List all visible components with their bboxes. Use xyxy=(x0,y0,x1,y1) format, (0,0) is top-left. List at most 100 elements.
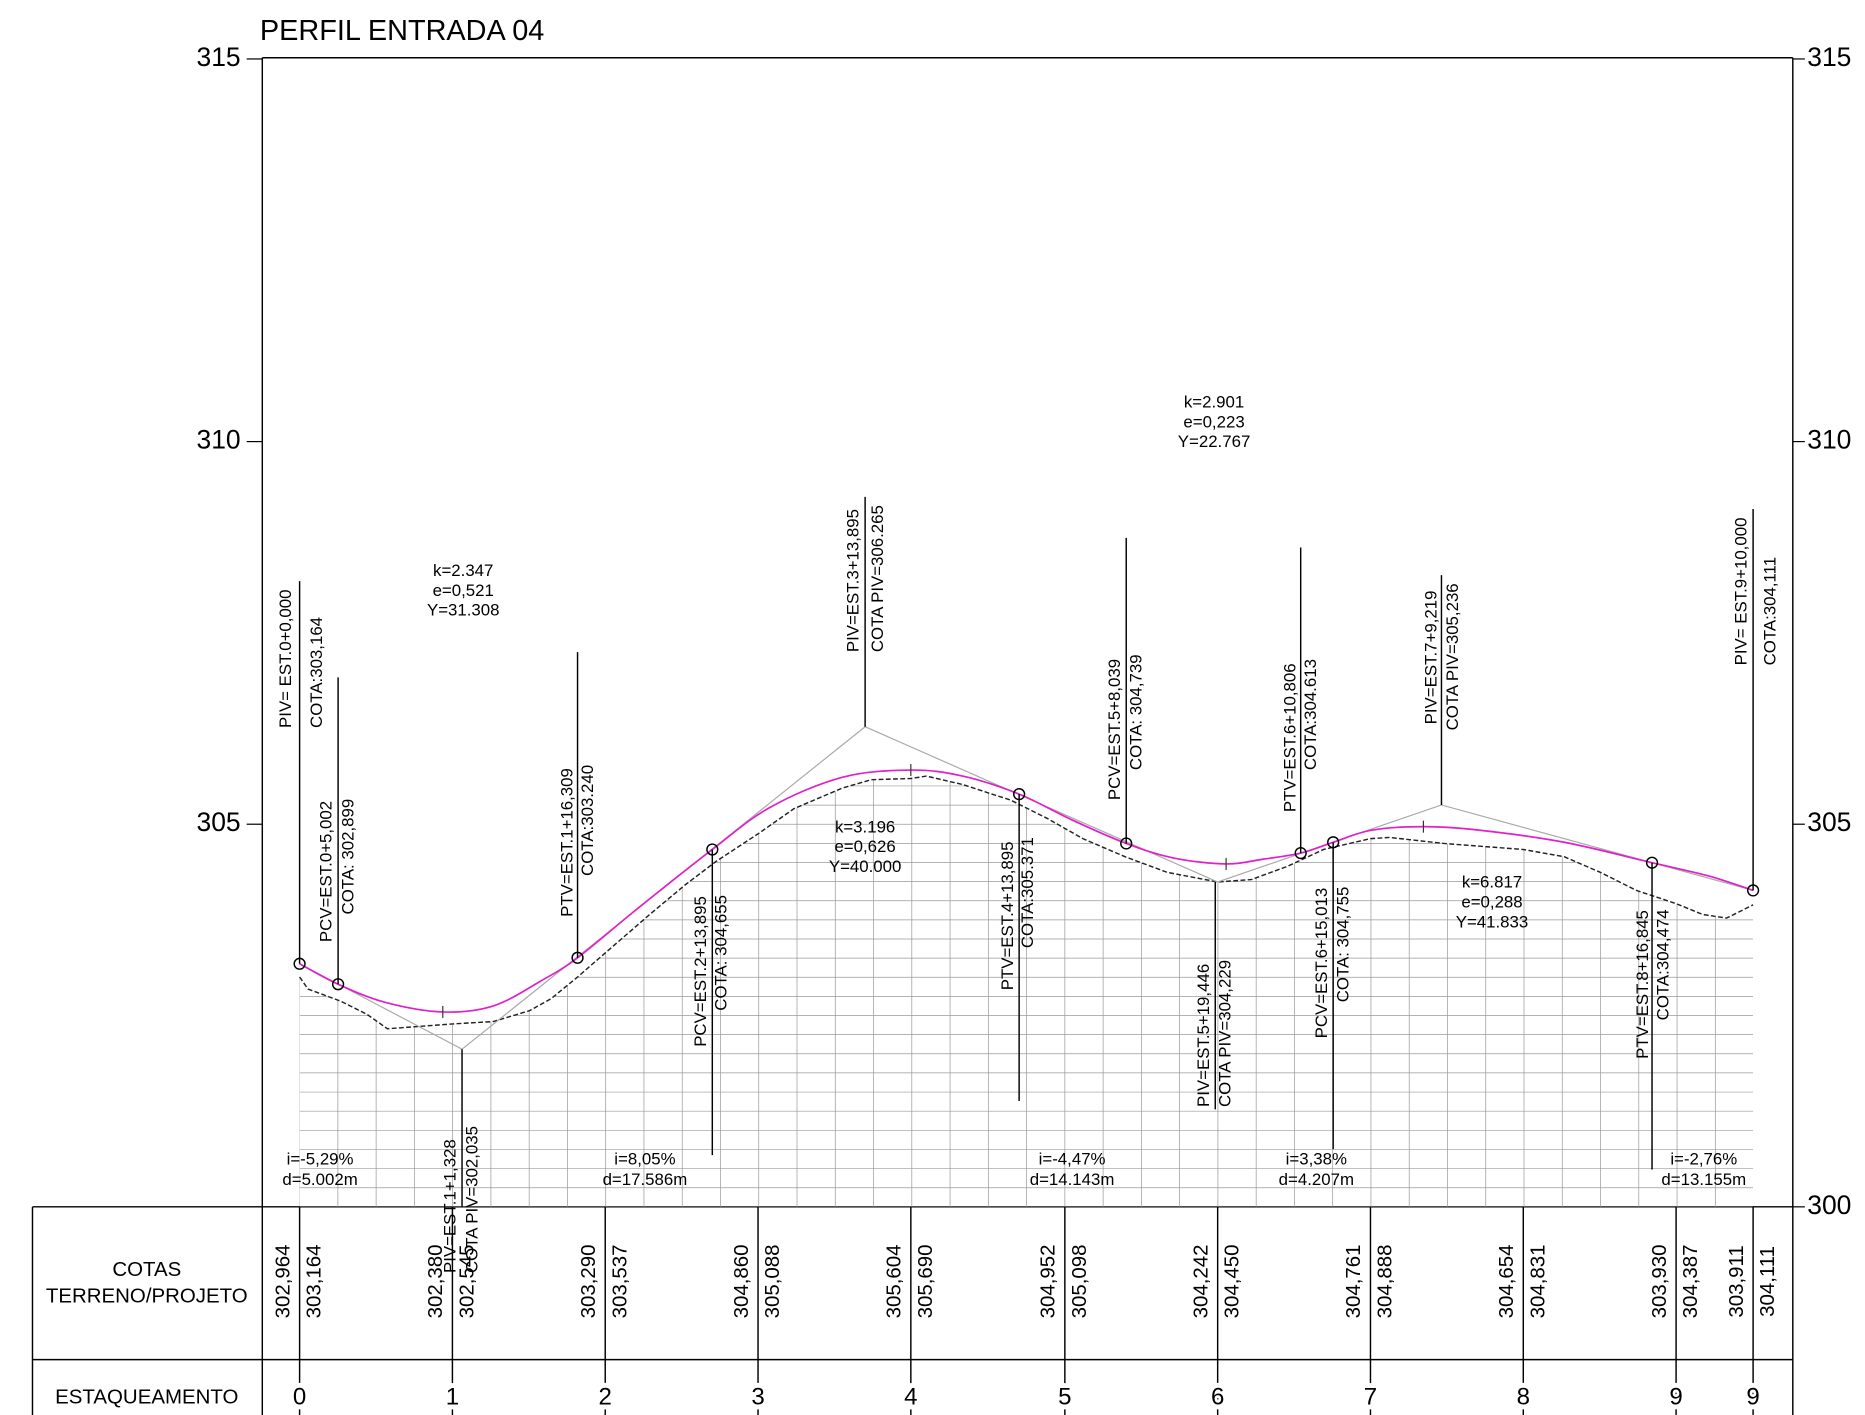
annotation-label: PIV= EST.0+0,000 xyxy=(276,589,295,727)
tick-label: 300 xyxy=(1807,1190,1851,1220)
cota-projeto: 303,537 xyxy=(608,1244,631,1318)
cota-terreno: 303,930 xyxy=(1648,1244,1671,1318)
annotation-label: PCV=EST.0+5,002 xyxy=(317,801,336,942)
cota-terreno: 304,242 xyxy=(1189,1244,1212,1318)
cota-projeto: 304,387 xyxy=(1679,1244,1702,1318)
vertex-marker xyxy=(1294,846,1307,860)
tick-label: 310 xyxy=(1807,425,1851,455)
annotation-label: COTA:305.371 xyxy=(1018,837,1037,948)
cota-projeto: 305,098 xyxy=(1068,1244,1091,1318)
slope-label: d=13.155m xyxy=(1661,1170,1746,1189)
annotation-label: PTV=EST.8+16,845 xyxy=(1633,910,1652,1059)
vertex-marker xyxy=(1746,884,1760,897)
annotation-label: PTV=EST.1+16,309 xyxy=(557,768,576,917)
slope-label: i=3,38% xyxy=(1286,1149,1347,1168)
title: PERFIL ENTRADA 04 xyxy=(260,15,544,47)
annotation-label: COTA: 304,655 xyxy=(711,895,730,1011)
curve-param: k=2.901 xyxy=(1184,393,1244,412)
cota-terreno: 302,380 xyxy=(424,1244,447,1318)
station-label: 3 xyxy=(751,1384,764,1411)
station-label: 7 xyxy=(1364,1384,1377,1411)
terrain-grid xyxy=(299,776,1754,1207)
annotation-label: COTA: 304,739 xyxy=(1127,654,1146,770)
tick-label: 310 xyxy=(196,425,240,455)
vertex-marker xyxy=(706,843,719,856)
annotation-label: COTA:304,474 xyxy=(1654,909,1673,1020)
station-label: 2 xyxy=(599,1384,612,1411)
vertex-marker xyxy=(1645,856,1659,869)
curve-param: e=0,223 xyxy=(1183,412,1244,431)
annotation-label: PIV=EST.1+1,328 xyxy=(441,1139,460,1273)
annotation-label: COTA:303,164 xyxy=(307,617,326,728)
curve-param: e=0,288 xyxy=(1461,892,1522,911)
table-label: TERRENO/PROJETO xyxy=(46,1284,248,1307)
station-label: 9 xyxy=(1669,1384,1682,1411)
cota-terreno: 304,860 xyxy=(730,1244,753,1318)
cota-terreno: 304,761 xyxy=(1342,1244,1365,1318)
annotation-label: COTA PIV=305,236 xyxy=(1443,583,1462,730)
cota-projeto: 304,450 xyxy=(1221,1244,1244,1318)
cota-projeto: 304,831 xyxy=(1526,1244,1549,1318)
station-label: 9 xyxy=(1669,1384,1682,1411)
station-label: 4 xyxy=(904,1384,917,1411)
curve-param: Y=40.000 xyxy=(829,857,902,876)
station-label: 5 xyxy=(1058,1384,1071,1411)
annotation-label: PTV=EST.4+13,895 xyxy=(998,842,1017,991)
tick-label: 305 xyxy=(1807,807,1851,837)
curve-param: k=2.347 xyxy=(433,561,493,580)
curve-param: e=0,521 xyxy=(433,581,494,600)
annotation-label: COTA PIV=304,229 xyxy=(1216,960,1235,1107)
station-label: 5 xyxy=(1058,1384,1071,1411)
table-label: ESTAQUEAMENTO xyxy=(55,1386,238,1409)
station-label: 6 xyxy=(1211,1384,1224,1411)
vertex-marker xyxy=(293,957,306,970)
slope-label: d=14.143m xyxy=(1030,1170,1115,1189)
annotation-label: PIV=EST.5+19,446 xyxy=(1194,964,1213,1107)
station-label: 7 xyxy=(1364,1384,1377,1411)
annotation-label: COTA:303.240 xyxy=(578,765,597,876)
vertex-marker xyxy=(331,978,345,991)
vertex-marker xyxy=(1120,837,1133,850)
station-label: 0 xyxy=(293,1384,306,1411)
annotation-label: COTA PIV=302,035 xyxy=(462,1126,481,1273)
annotation-label: PTV=EST.6+10,806 xyxy=(1281,663,1300,812)
annotation-label: PCV=EST.2+13,895 xyxy=(691,896,710,1047)
curve-param: Y=31.308 xyxy=(427,601,500,620)
annotation-label: PIV=EST.3+13,895 xyxy=(844,509,863,652)
project-curve xyxy=(299,769,1754,1013)
cota-terreno: 304,654 xyxy=(1495,1244,1518,1318)
annotation-label: PCV=EST.6+15,013 xyxy=(1312,888,1331,1039)
annotation-label: PCV=EST.5+8,039 xyxy=(1105,659,1124,800)
station-label: 6 xyxy=(1211,1384,1224,1411)
tick-label: 315 xyxy=(1807,42,1851,72)
slope-label: i=-5,29% xyxy=(287,1149,354,1168)
cota-terreno: 302,964 xyxy=(271,1244,294,1318)
tick-label: 315 xyxy=(196,42,240,72)
curve-param: Y=22.767 xyxy=(1178,432,1251,451)
annotation-label: PIV= EST.9+10,000 xyxy=(1732,518,1751,666)
cota-terreno: 303,290 xyxy=(577,1244,600,1318)
slope-label: d=5.002m xyxy=(282,1170,357,1189)
cota-projeto: 305,088 xyxy=(761,1244,784,1318)
table-label: COTAS xyxy=(112,1258,181,1281)
cota-projeto: 302,545 xyxy=(455,1244,478,1318)
curve-param: k=3.196 xyxy=(835,817,895,836)
terrain-line xyxy=(299,775,1754,1030)
tick-label: 305 xyxy=(196,807,240,837)
slope-label: i=-4,47% xyxy=(1039,1149,1106,1168)
station-label: 1 xyxy=(446,1384,459,1411)
vertex-marker xyxy=(1327,836,1340,849)
slope-label: i=-2,76% xyxy=(1670,1149,1737,1168)
station-label: 2 xyxy=(599,1384,612,1411)
curve-param: e=0,626 xyxy=(834,837,895,856)
slope-label: i=8,05% xyxy=(614,1149,675,1168)
station-label: 3 xyxy=(751,1384,764,1411)
annotation-label: COTA: 302,899 xyxy=(338,799,357,915)
annotation-label: PIV=EST.7+9,219 xyxy=(1421,591,1440,725)
station-label: 8 xyxy=(1517,1384,1530,1411)
annotation-label: COTA:304.613 xyxy=(1301,659,1320,770)
station-label: 9 xyxy=(1746,1384,1759,1411)
cota-projeto: 305,690 xyxy=(914,1244,937,1318)
station-label: 8 xyxy=(1517,1384,1530,1411)
